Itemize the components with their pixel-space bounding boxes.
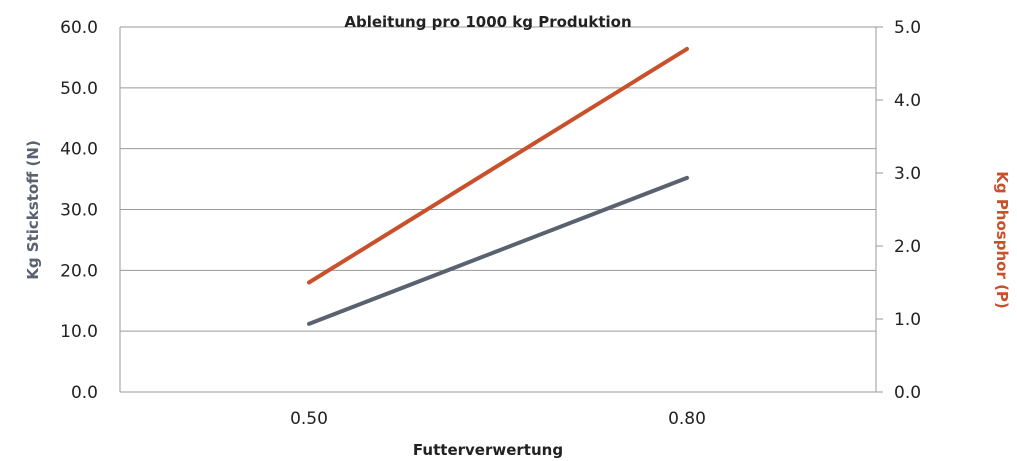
right-y-tick-label: 2.0 [894, 237, 921, 257]
right-y-tick-label: 4.0 [894, 91, 921, 111]
right-y-axis-ticks: 0.0 1.0 2.0 3.0 4.0 5.0 [876, 18, 921, 403]
right-y-axis-label: Kg Phosphor (P) [993, 171, 1011, 309]
x-axis-ticks: 0.50 0.80 [290, 409, 706, 429]
right-y-tick-label: 0.0 [894, 383, 921, 403]
left-y-tick-label: 30.0 [60, 201, 98, 221]
series-line-phosphor [307, 46, 689, 285]
left-y-tick-label: 40.0 [60, 140, 98, 160]
x-axis-label: Futterverwertung [413, 441, 563, 459]
series-line-stickstoff [307, 175, 689, 326]
left-y-tick-label: 0.0 [71, 383, 98, 403]
right-y-tick-label: 3.0 [894, 164, 921, 184]
left-y-tick-label: 50.0 [60, 79, 98, 99]
left-y-tick-label: 60.0 [60, 18, 98, 38]
x-tick-label: 0.50 [290, 409, 328, 429]
left-y-tick-label: 10.0 [60, 322, 98, 342]
chart-title: Ableitung pro 1000 kg Produktion [344, 13, 631, 31]
right-y-tick-label: 5.0 [894, 18, 921, 38]
series-lines [307, 46, 689, 326]
left-y-tick-label: 20.0 [60, 261, 98, 281]
gridlines [120, 26, 876, 393]
right-y-tick-label: 1.0 [894, 310, 921, 330]
x-tick-label: 0.80 [668, 409, 706, 429]
left-y-axis-ticks: 0.0 10.0 20.0 30.0 40.0 50.0 60.0 [60, 18, 98, 403]
left-y-axis-label: Kg Stickstoff (N) [24, 140, 42, 280]
